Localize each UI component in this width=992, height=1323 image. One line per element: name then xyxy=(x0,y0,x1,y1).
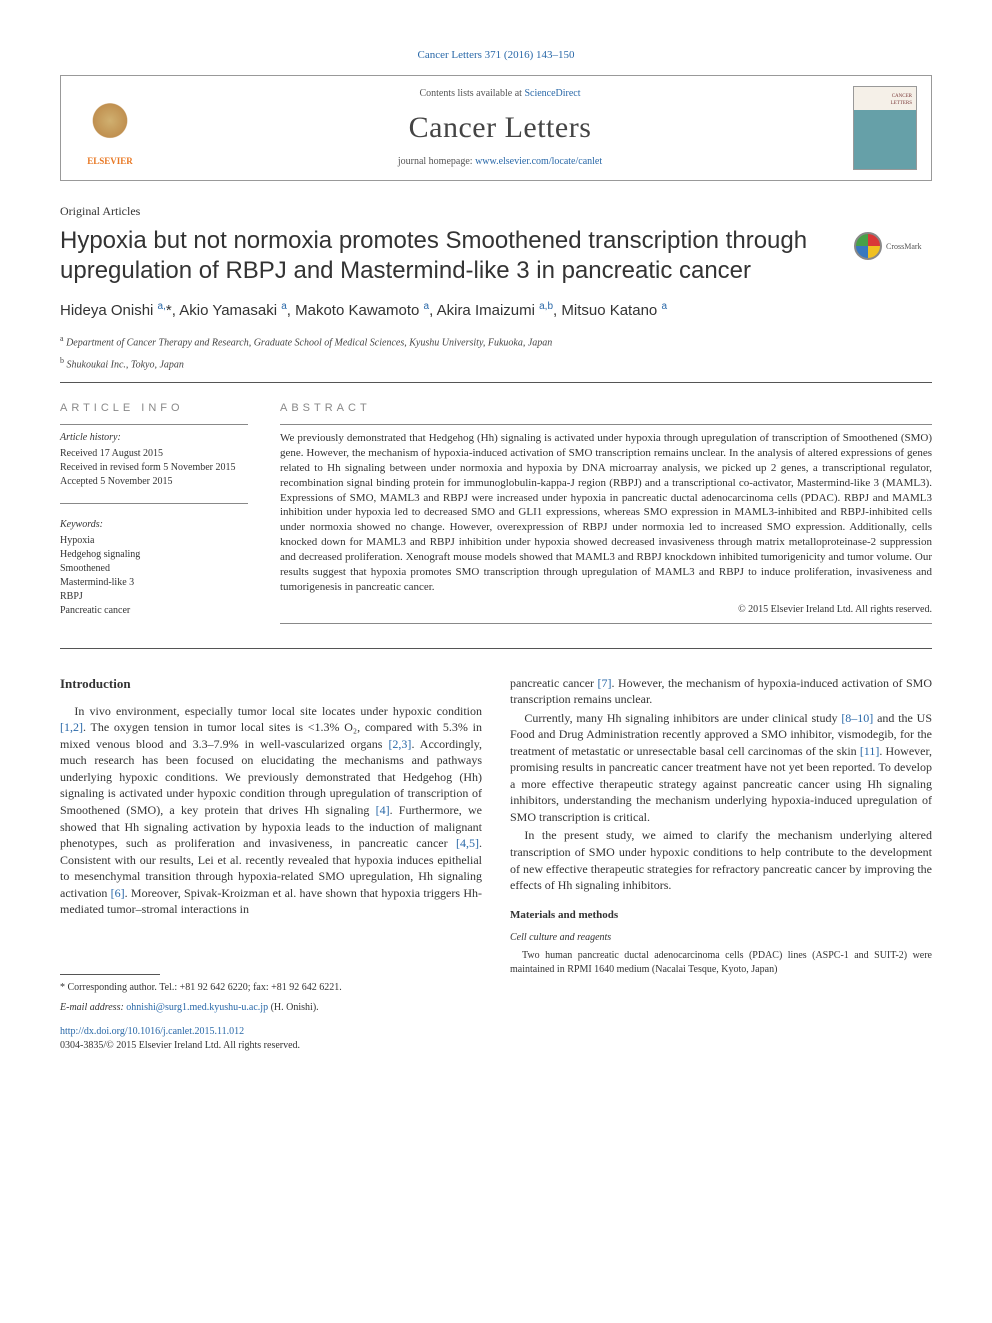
contents-line: Contents lists available at ScienceDirec… xyxy=(161,87,839,101)
keyword-item: RBPJ xyxy=(60,590,248,604)
elsevier-tree-icon xyxy=(83,99,137,153)
revised-date: Received in revised form 5 November 2015 xyxy=(60,461,248,475)
divider-rule-2 xyxy=(60,648,932,649)
keyword-item: Hypoxia xyxy=(60,534,248,548)
divider-rule xyxy=(60,382,932,383)
journal-cover-thumbnail xyxy=(853,86,917,170)
keywords-list: HypoxiaHedgehog signalingSmoothenedMaste… xyxy=(60,534,248,618)
journal-header-box: ELSEVIER Contents lists available at Sci… xyxy=(60,75,932,181)
publisher-name: ELSEVIER xyxy=(87,155,133,168)
footer-block: * Corresponding author. Tel.: +81 92 642… xyxy=(60,974,482,1053)
info-abstract-row: ARTICLE INFO Article history: Received 1… xyxy=(60,401,932,630)
keywords-label: Keywords: xyxy=(60,518,248,532)
article-type: Original Articles xyxy=(60,203,932,220)
journal-reference: Cancer Letters 371 (2016) 143–150 xyxy=(60,48,932,63)
journal-name: Cancer Letters xyxy=(161,107,839,149)
intro-paragraph-4: In the present study, we aimed to clarif… xyxy=(510,827,932,893)
affiliation-a: a Department of Cancer Therapy and Resea… xyxy=(60,333,932,350)
crossmark-label: CrossMark xyxy=(886,241,922,252)
body-two-column: Introduction In vivo environment, especi… xyxy=(60,675,932,1053)
header-center: Contents lists available at ScienceDirec… xyxy=(161,87,839,169)
corresponding-email: E-mail address: ohnishi@surg1.med.kyushu… xyxy=(60,1001,482,1015)
page: Cancer Letters 371 (2016) 143–150 ELSEVI… xyxy=(0,0,992,1093)
crossmark-icon xyxy=(854,232,882,260)
title-row: Hypoxia but not normoxia promotes Smooth… xyxy=(60,226,932,300)
homepage-line: journal homepage: www.elsevier.com/locat… xyxy=(161,155,839,169)
keyword-item: Pancreatic cancer xyxy=(60,604,248,618)
doi-link[interactable]: http://dx.doi.org/10.1016/j.canlet.2015.… xyxy=(60,1026,244,1037)
intro-paragraph-3: Currently, many Hh signaling inhibitors … xyxy=(510,710,932,826)
article-info-column: ARTICLE INFO Article history: Received 1… xyxy=(60,401,248,630)
cell-culture-heading: Cell culture and reagents xyxy=(510,931,932,945)
issn-copyright: 0304-3835/© 2015 Elsevier Ireland Ltd. A… xyxy=(60,1039,482,1053)
materials-methods-heading: Materials and methods xyxy=(510,908,932,923)
author-list: Hideya Onishi a,*, Akio Yamasaki a, Mako… xyxy=(60,300,932,321)
keyword-item: Smoothened xyxy=(60,562,248,576)
abstract-text: We previously demonstrated that Hedgehog… xyxy=(280,431,932,594)
doi-line: http://dx.doi.org/10.1016/j.canlet.2015.… xyxy=(60,1025,482,1039)
keyword-item: Hedgehog signaling xyxy=(60,548,248,562)
article-title: Hypoxia but not normoxia promotes Smooth… xyxy=(60,226,834,286)
elsevier-logo: ELSEVIER xyxy=(75,89,145,167)
email-link[interactable]: ohnishi@surg1.med.kyushu-u.ac.jp xyxy=(126,1002,268,1013)
history-label: Article history: xyxy=(60,431,248,445)
affiliation-b: b Shukoukai Inc., Tokyo, Japan xyxy=(60,355,932,372)
crossmark-badge[interactable]: CrossMark xyxy=(854,226,932,266)
contents-prefix: Contents lists available at xyxy=(419,88,524,99)
homepage-link[interactable]: www.elsevier.com/locate/canlet xyxy=(475,156,602,167)
abstract-copyright: © 2015 Elsevier Ireland Ltd. All rights … xyxy=(280,603,932,617)
intro-paragraph-2: pancreatic cancer [7]. However, the mech… xyxy=(510,675,932,708)
article-info-label: ARTICLE INFO xyxy=(60,401,248,416)
corresponding-author: * Corresponding author. Tel.: +81 92 642… xyxy=(60,981,482,995)
keyword-item: Mastermind-like 3 xyxy=(60,576,248,590)
homepage-prefix: journal homepage: xyxy=(398,156,475,167)
abstract-label: ABSTRACT xyxy=(280,401,932,416)
intro-paragraph-1: In vivo environment, especially tumor lo… xyxy=(60,703,482,918)
introduction-heading: Introduction xyxy=(60,675,482,693)
received-date: Received 17 August 2015 xyxy=(60,447,248,461)
sciencedirect-link[interactable]: ScienceDirect xyxy=(524,88,580,99)
abstract-column: ABSTRACT We previously demonstrated that… xyxy=(280,401,932,630)
methods-paragraph-1: Two human pancreatic ductal adenocarcino… xyxy=(510,949,932,976)
accepted-date: Accepted 5 November 2015 xyxy=(60,475,248,489)
